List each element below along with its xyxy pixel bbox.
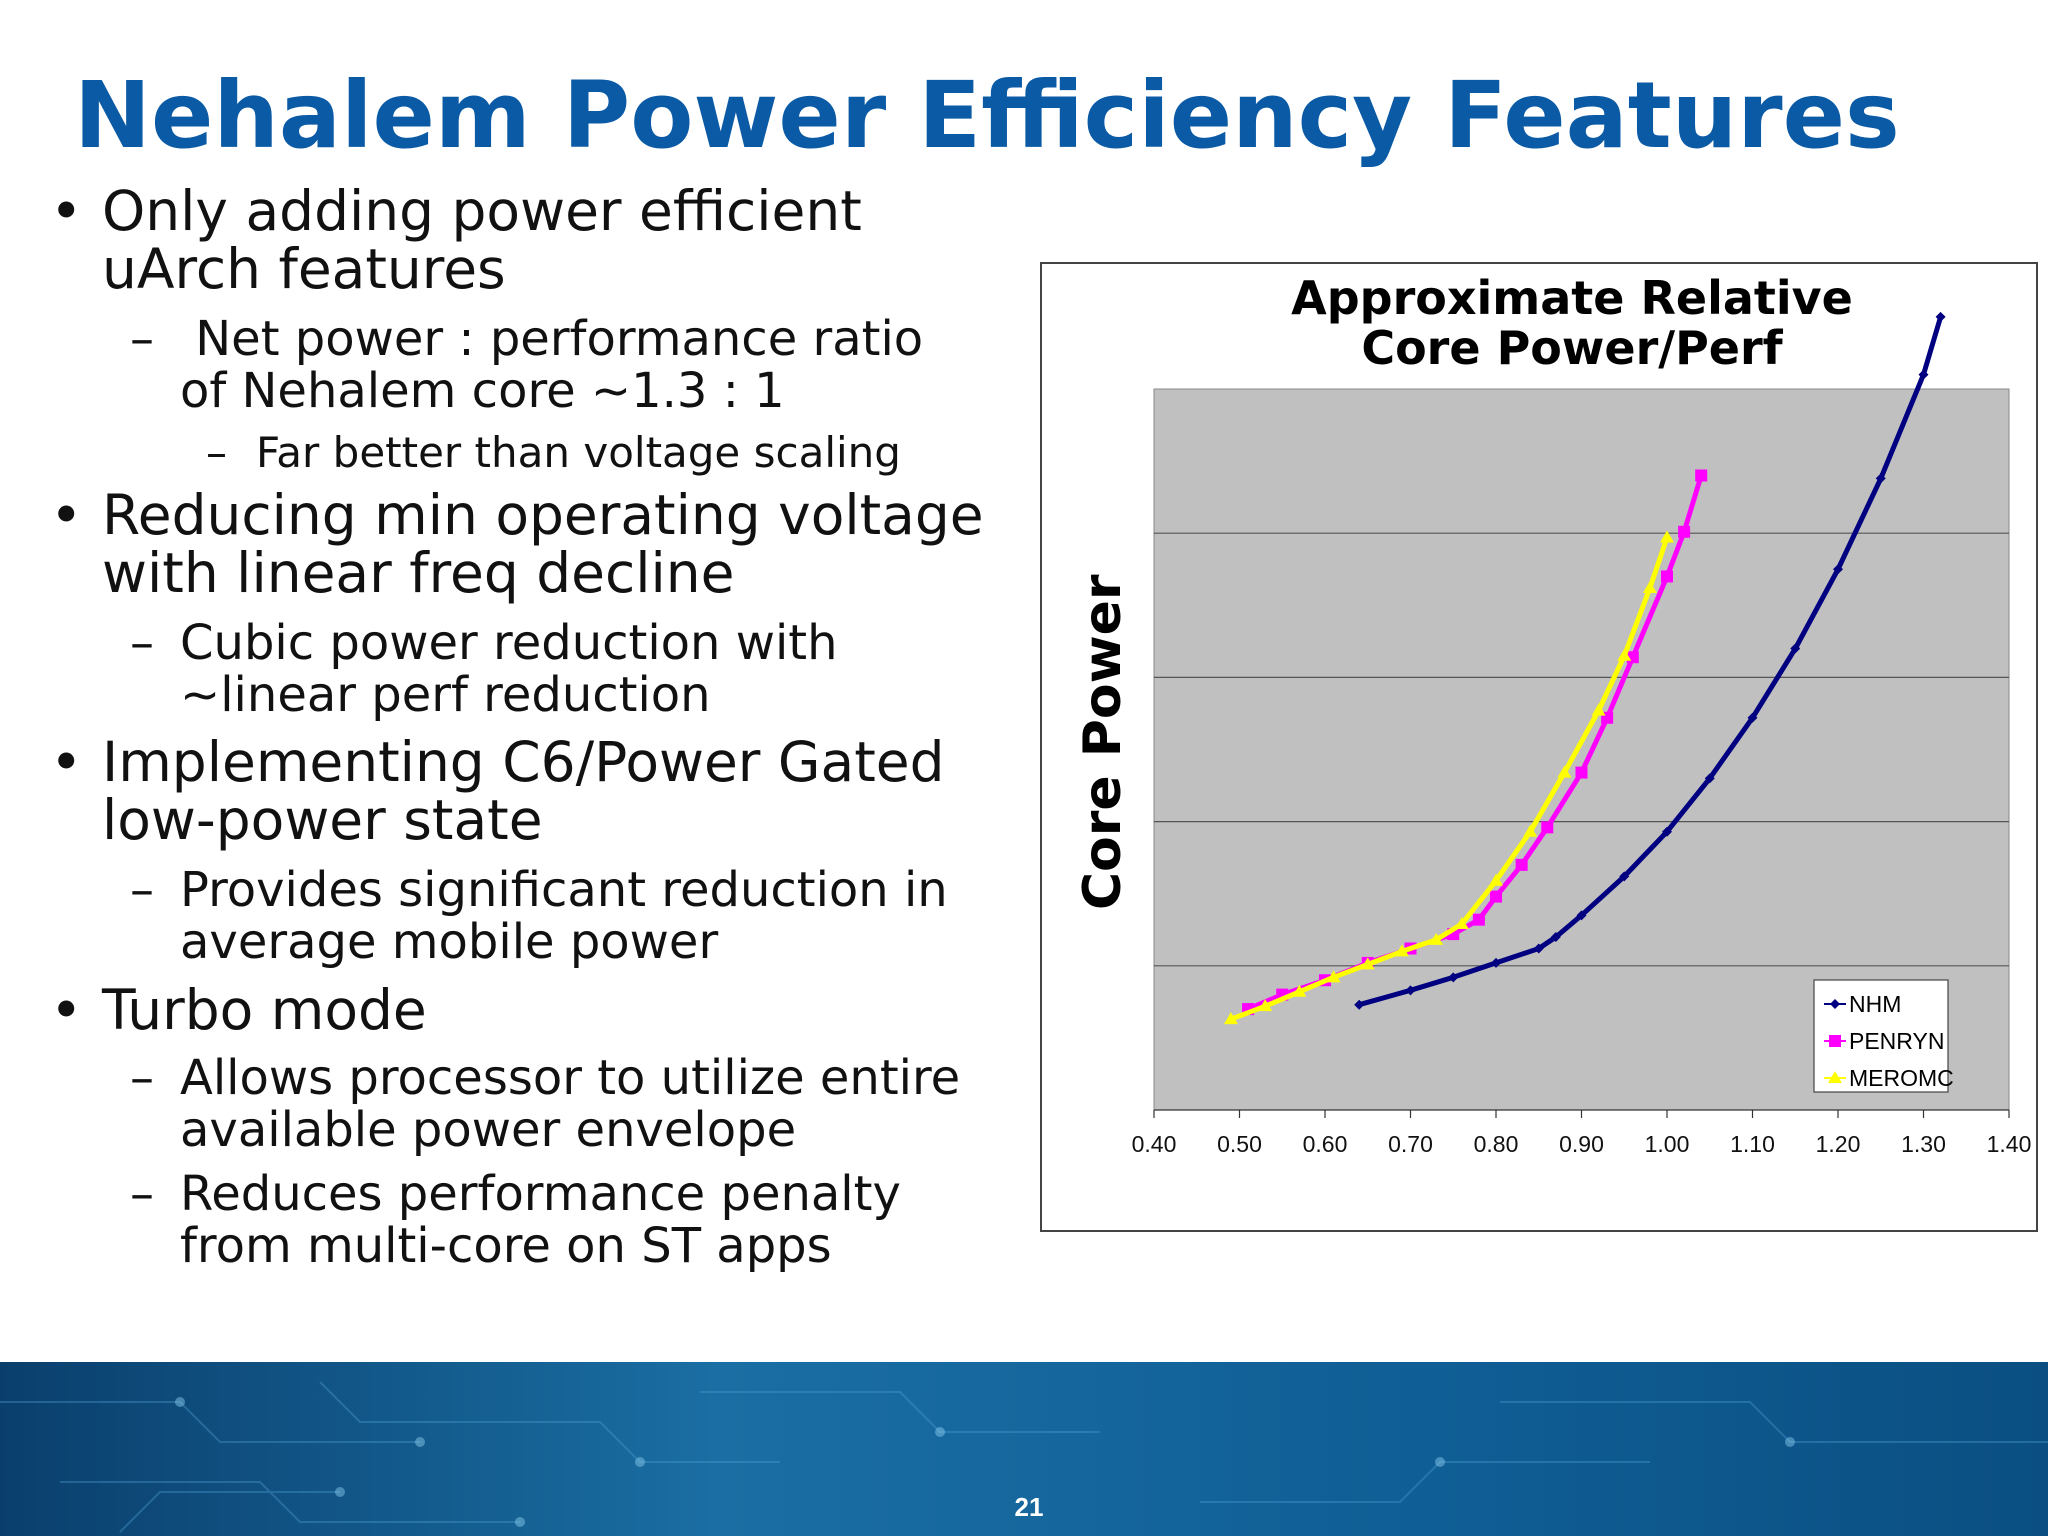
legend-marker	[1828, 1071, 1842, 1083]
sub-bullet-line: Net power : performance ratio	[180, 311, 924, 367]
sub-sub-bullet-marker: –	[206, 428, 227, 477]
x-tick-label: 1.20	[1816, 1131, 1861, 1157]
page-number: 21	[1014, 1492, 1044, 1522]
sub-bullet-marker: –	[130, 615, 154, 671]
data-point-penryn	[1575, 766, 1588, 779]
y-axis-label: Core Power	[1073, 574, 1133, 910]
bullet-marker: •	[50, 730, 83, 794]
series-line-nhm	[1358, 316, 1943, 1008]
legend-marker	[1830, 999, 1840, 1009]
data-point-nhm	[1491, 957, 1501, 968]
data-point-penryn	[1515, 858, 1528, 871]
data-point-nhm	[1833, 564, 1843, 575]
x-tick-label: 0.50	[1217, 1131, 1262, 1157]
sub-bullet-line: ~linear perf reduction	[180, 667, 711, 723]
sub-bullet-line: Cubic power reduction with	[180, 615, 838, 671]
data-point-nhm	[1790, 643, 1801, 654]
data-point-meromc	[1642, 580, 1657, 593]
data-point-nhm	[1354, 999, 1365, 1010]
x-tick-label: 0.80	[1474, 1131, 1519, 1157]
data-point-meromc	[1489, 873, 1503, 886]
data-point-nhm	[1875, 473, 1886, 484]
sub-bullet-marker: –	[130, 1050, 154, 1106]
data-point-nhm	[1935, 311, 1946, 322]
data-point-penryn	[1490, 890, 1502, 903]
data-point-nhm	[1704, 773, 1715, 784]
legend-label: MEROMC	[1849, 1065, 1954, 1091]
data-point-penryn	[1472, 913, 1485, 926]
x-tick-label: 1.00	[1645, 1131, 1690, 1157]
sub-bullet-marker: –	[130, 1166, 154, 1222]
data-point-nhm	[1662, 826, 1672, 837]
sub-bullet-line: from multi-core on ST apps	[180, 1218, 832, 1274]
data-point-penryn	[1661, 570, 1673, 583]
data-point-meromc	[1223, 1012, 1238, 1025]
data-point-nhm	[1619, 871, 1630, 882]
bullet-marker: •	[50, 483, 83, 547]
bullet-line: uArch features	[102, 237, 506, 301]
sub-bullet-line: available power envelope	[180, 1102, 797, 1158]
data-point-nhm	[1550, 931, 1561, 942]
data-point-meromc	[1617, 648, 1632, 661]
bullet-marker: •	[50, 179, 83, 243]
x-tick-label: 0.40	[1132, 1131, 1177, 1157]
data-point-nhm	[1918, 369, 1929, 380]
sub-bullet-line: Reduces performance penalty	[180, 1166, 901, 1222]
bullet-line: Turbo mode	[102, 978, 427, 1042]
data-point-penryn	[1678, 525, 1691, 538]
data-point-nhm	[1448, 972, 1459, 983]
data-point-meromc	[1258, 999, 1273, 1012]
bullet-line: low-power state	[102, 788, 543, 852]
data-point-meromc	[1292, 984, 1307, 997]
chart-title-line: Core Power/Perf	[1361, 321, 1783, 375]
chart-title-line: Approximate Relative	[1291, 271, 1853, 325]
bullet-line: with linear freq decline	[102, 541, 735, 605]
data-point-penryn	[1695, 469, 1708, 482]
data-point-meromc	[1360, 957, 1375, 970]
data-point-nhm	[1405, 985, 1416, 996]
x-tick-label: 0.60	[1303, 1131, 1348, 1157]
bullet-marker: •	[50, 978, 83, 1042]
x-tick-label: 1.40	[1987, 1131, 2032, 1157]
circuit-pattern	[0, 1381, 2048, 1533]
data-point-meromc	[1557, 765, 1572, 778]
slide-title: Nehalem Power Efficiency Features	[74, 62, 1900, 169]
sub-sub-bullet-line: Far better than voltage scaling	[256, 428, 901, 477]
bullet-line: Implementing C6/Power Gated	[102, 730, 945, 794]
data-point-nhm	[1747, 712, 1758, 723]
data-point-meromc	[1591, 703, 1606, 716]
data-point-meromc	[1660, 530, 1674, 543]
data-point-meromc	[1394, 944, 1409, 957]
data-point-meromc	[1326, 970, 1341, 983]
x-tick-label: 1.30	[1901, 1131, 1946, 1157]
data-point-nhm	[1576, 910, 1587, 921]
chart-frame: Approximate Relative Core Power/Perf 0.40 0…	[1040, 262, 2038, 1232]
data-point-meromc	[1523, 824, 1538, 837]
bullet-list: • Only adding power efficient uArch feat…	[0, 0, 1040, 1320]
data-point-nhm	[1533, 943, 1544, 954]
sub-bullet-line: Allows processor to utilize entire	[180, 1050, 961, 1106]
legend-marker	[1829, 1035, 1841, 1047]
sub-bullet-line: Provides significant reduction in	[180, 862, 948, 918]
footer-banner	[0, 1362, 2048, 1536]
sub-bullet-marker: –	[130, 862, 154, 918]
data-point-meromc	[1454, 916, 1469, 929]
sub-bullet-line: of Nehalem core ~1.3 : 1	[180, 363, 785, 419]
x-tick-label: 0.90	[1559, 1131, 1604, 1157]
x-tick-label: 1.10	[1730, 1131, 1775, 1157]
legend-label: PENRYN	[1849, 1028, 1944, 1054]
x-tick-label: 0.70	[1388, 1131, 1433, 1157]
bullet-line: Only adding power efficient	[102, 179, 862, 243]
data-point-meromc	[1429, 932, 1444, 945]
legend-label: NHM	[1849, 991, 1901, 1017]
sub-bullet-marker: –	[130, 311, 154, 367]
sub-bullet-line: average mobile power	[180, 914, 719, 970]
data-point-penryn	[1541, 821, 1554, 834]
bullet-line: Reducing min operating voltage	[102, 483, 984, 547]
